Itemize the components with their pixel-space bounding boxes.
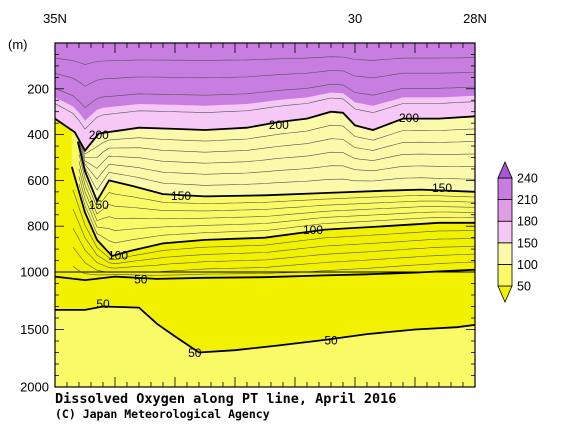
x-tick-label: 35N (43, 11, 67, 26)
colorbar-arrow-low (497, 285, 513, 303)
x-tick-label: 28N (463, 11, 487, 26)
colorbar-segment (497, 220, 513, 244)
colorbar-arrow-high (497, 161, 513, 179)
contour-label-150: 150 (432, 181, 452, 195)
minor-contour-line (78, 184, 475, 244)
colorbar-label: 100 (517, 258, 538, 272)
credit-line: (C) Japan Meteorological Agency (55, 407, 270, 421)
contour-label-200: 200 (89, 128, 109, 142)
colorbar-segment (497, 263, 513, 287)
minor-contour-line (55, 97, 475, 130)
minor-contour-line (72, 261, 475, 276)
contour-label-50: 50 (324, 333, 338, 347)
minor-contour-line (78, 161, 475, 215)
colorbar-label: 180 (517, 215, 538, 229)
colorbar-label: 50 (517, 280, 531, 294)
contour-50-deep (55, 305, 475, 354)
x-tick-label: 30 (348, 11, 362, 26)
contour-label-50: 50 (188, 346, 202, 360)
minor-contour-line (55, 56, 475, 65)
colorbar-segment (497, 199, 513, 222)
contour-label-50: 50 (134, 272, 148, 286)
contour-label-100: 100 (303, 223, 323, 237)
minor-contour-line (72, 189, 475, 260)
contour-50 (55, 268, 475, 282)
contour-label-150: 150 (171, 189, 191, 203)
major-contours (55, 110, 475, 354)
y-tick-label: 1500 (20, 322, 49, 337)
contour-label-200: 200 (269, 118, 289, 132)
minor-contour-line (78, 176, 475, 232)
minor-contour-line (78, 145, 475, 191)
y-tick-label: 200 (27, 81, 49, 96)
contour-label-100: 100 (108, 248, 128, 262)
colorbar-label: 150 (517, 236, 538, 250)
contour-label-150: 150 (89, 198, 109, 212)
y-tick-label: 400 (27, 127, 49, 142)
colorbar-label: 240 (517, 172, 538, 186)
contour-100 (70, 166, 475, 258)
y-tick-label: 800 (27, 219, 49, 234)
colorbar-segment (497, 177, 513, 201)
minor-contour-line (78, 153, 475, 209)
y-tick-label: 600 (27, 173, 49, 188)
minor-contour-line (55, 70, 475, 87)
y-axis-unit: (m) (8, 37, 28, 52)
minor-contour-line (72, 227, 475, 269)
minor-contour-line (78, 144, 475, 180)
colorbar-segment (497, 242, 513, 265)
y-tick-label: 1000 (20, 265, 49, 280)
contour-label-200: 200 (399, 111, 419, 125)
minor-contour-line (78, 143, 475, 169)
minor-contour-line (78, 124, 475, 155)
contour-label-50: 50 (96, 297, 110, 311)
minor-contour-line (72, 208, 475, 265)
fill-band-above-240 (55, 43, 475, 121)
contour-150 (76, 141, 475, 204)
minor-contour-line (78, 168, 475, 221)
minor-contours (55, 56, 475, 380)
y-tick-label: 2000 (20, 380, 49, 395)
colorbar-label: 210 (517, 193, 538, 207)
contour-200 (55, 110, 475, 153)
chart-title: Dissolved Oxygen along PT line, April 20… (55, 391, 396, 407)
minor-contour-line (55, 83, 475, 109)
minor-contour-line (78, 138, 475, 158)
